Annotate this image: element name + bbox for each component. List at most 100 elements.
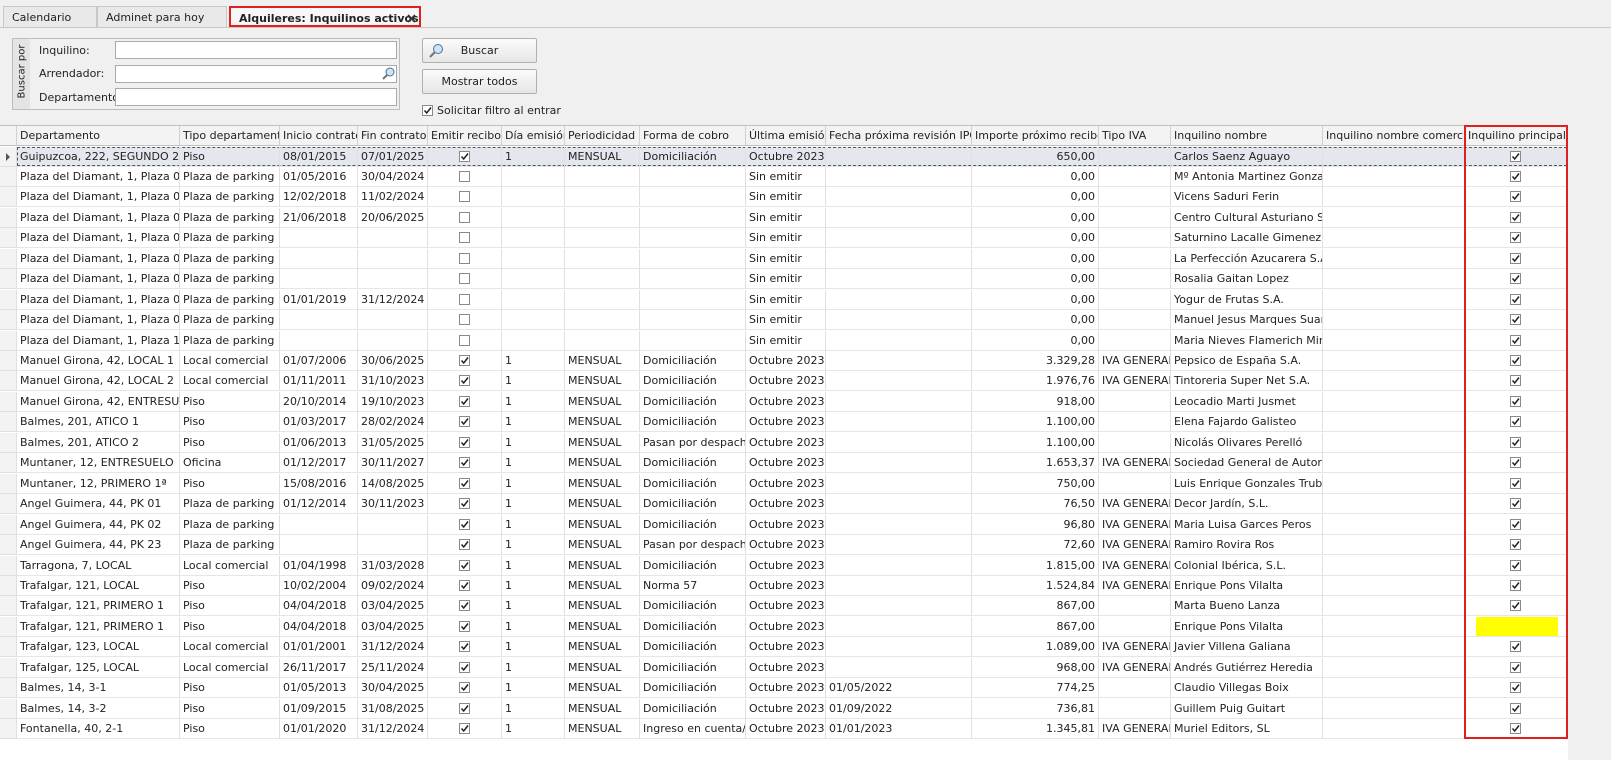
checkbox[interactable] xyxy=(1510,579,1521,591)
checkbox[interactable] xyxy=(459,620,470,632)
checkbox[interactable] xyxy=(1510,232,1521,244)
column-header[interactable]: Inquilino nombre xyxy=(1171,126,1323,146)
checkbox[interactable] xyxy=(1510,539,1521,551)
cell xyxy=(826,351,972,371)
column-header[interactable]: Inquilino nombre comercial xyxy=(1323,126,1465,146)
cell xyxy=(428,371,502,392)
checkbox[interactable] xyxy=(1510,375,1521,387)
checkbox[interactable] xyxy=(1510,723,1521,735)
column-header[interactable]: Inquilino principal xyxy=(1465,126,1567,146)
cell xyxy=(1465,432,1567,453)
checkbox[interactable] xyxy=(1510,416,1521,428)
checkbox[interactable] xyxy=(1510,150,1521,162)
column-header[interactable]: Tipo departamento xyxy=(180,126,280,146)
checkbox[interactable] xyxy=(1510,518,1521,530)
checkbox[interactable] xyxy=(459,170,470,182)
checkbox[interactable] xyxy=(459,518,470,530)
checkbox[interactable] xyxy=(459,477,470,489)
cell: 1 xyxy=(502,391,565,412)
column-header[interactable]: Tipo IVA xyxy=(1099,126,1171,146)
checkbox[interactable] xyxy=(1510,293,1521,305)
column-header[interactable]: Inicio contrato xyxy=(280,126,358,146)
checkbox[interactable] xyxy=(459,682,470,694)
checkbox[interactable] xyxy=(1510,559,1521,571)
checkbox[interactable] xyxy=(1510,273,1521,285)
checkbox[interactable] xyxy=(1510,314,1521,326)
checkbox[interactable] xyxy=(1510,170,1521,182)
checkbox[interactable] xyxy=(459,457,470,469)
cell xyxy=(826,228,972,249)
cell xyxy=(502,248,565,269)
checkbox[interactable] xyxy=(1510,211,1521,223)
column-header[interactable]: Fecha próxima revisión IPC xyxy=(826,126,972,146)
tab[interactable]: Calendario xyxy=(3,6,97,27)
checkbox[interactable] xyxy=(459,252,470,264)
checkbox[interactable] xyxy=(1510,600,1521,612)
checkbox[interactable] xyxy=(1510,252,1521,264)
cell xyxy=(1323,453,1465,474)
column-header[interactable]: Forma de cobro xyxy=(640,126,746,146)
checkbox[interactable] xyxy=(459,559,470,571)
column-header[interactable]: Importe próximo recibo xyxy=(972,126,1099,146)
checkbox[interactable] xyxy=(459,416,470,428)
cell: Domiciliación xyxy=(640,555,746,576)
checkbox[interactable] xyxy=(1510,498,1521,510)
checkbox[interactable] xyxy=(1510,641,1521,653)
checkbox[interactable] xyxy=(459,702,470,714)
checkbox[interactable] xyxy=(459,641,470,653)
checkbox[interactable] xyxy=(459,293,470,305)
cell: Piso xyxy=(180,432,280,453)
cell: MENSUAL xyxy=(565,575,640,596)
cell: 01/01/2023 xyxy=(826,719,972,740)
checkbox[interactable] xyxy=(459,191,470,203)
checkbox[interactable] xyxy=(459,150,470,162)
column-header[interactable]: Última emisión xyxy=(746,126,826,146)
checkbox[interactable] xyxy=(1510,436,1521,448)
checkbox[interactable] xyxy=(459,211,470,223)
checkbox[interactable] xyxy=(459,334,470,346)
checkbox[interactable] xyxy=(459,232,470,244)
checkbox[interactable] xyxy=(459,661,470,673)
cell: MENSUAL xyxy=(565,494,640,515)
cell: 30/06/2025 xyxy=(358,351,428,371)
checkbox[interactable] xyxy=(1510,661,1521,673)
checkbox[interactable] xyxy=(459,375,470,387)
checkbox[interactable] xyxy=(1510,457,1521,469)
checkbox[interactable] xyxy=(459,314,470,326)
checkbox[interactable] xyxy=(459,436,470,448)
text-input[interactable] xyxy=(115,65,397,83)
text-input[interactable] xyxy=(115,41,397,59)
show-all-button[interactable]: Mostrar todos xyxy=(422,69,537,94)
column-header[interactable]: Emitir recibo xyxy=(428,126,502,146)
checkbox[interactable] xyxy=(1510,702,1521,714)
checkbox[interactable] xyxy=(1510,191,1521,203)
check xyxy=(1511,663,1520,671)
checkbox[interactable] xyxy=(459,579,470,591)
column-header[interactable]: Departamento xyxy=(17,126,180,146)
tab[interactable]: Adminet para hoy xyxy=(97,6,227,27)
checkbox[interactable] xyxy=(1510,395,1521,407)
checkbox[interactable] xyxy=(459,498,470,510)
search-button[interactable]: Buscar xyxy=(422,38,537,63)
checkbox[interactable] xyxy=(459,273,470,285)
checkbox[interactable] xyxy=(459,539,470,551)
checkbox[interactable] xyxy=(1510,355,1521,366)
checkbox[interactable] xyxy=(422,105,433,116)
tab-active[interactable]: Alquileres: Inquilinos activos xyxy=(229,6,421,27)
checkbox[interactable] xyxy=(459,355,470,366)
cell: 1 xyxy=(502,453,565,474)
column-header[interactable]: Fin contrato xyxy=(358,126,428,146)
text-input[interactable] xyxy=(115,88,397,106)
column-header[interactable]: Día emisión xyxy=(502,126,565,146)
checkbox[interactable] xyxy=(459,600,470,612)
cell xyxy=(826,187,972,208)
checkbox[interactable] xyxy=(1510,477,1521,489)
checkbox[interactable] xyxy=(1510,682,1521,694)
cell: 01/05/2022 xyxy=(826,678,972,699)
checkbox[interactable] xyxy=(459,723,470,735)
close-icon[interactable] xyxy=(407,14,416,23)
column-header[interactable]: Periodicidad xyxy=(565,126,640,146)
checkbox[interactable] xyxy=(459,395,470,407)
checkbox[interactable] xyxy=(1510,334,1521,346)
search-icon[interactable] xyxy=(381,66,396,81)
